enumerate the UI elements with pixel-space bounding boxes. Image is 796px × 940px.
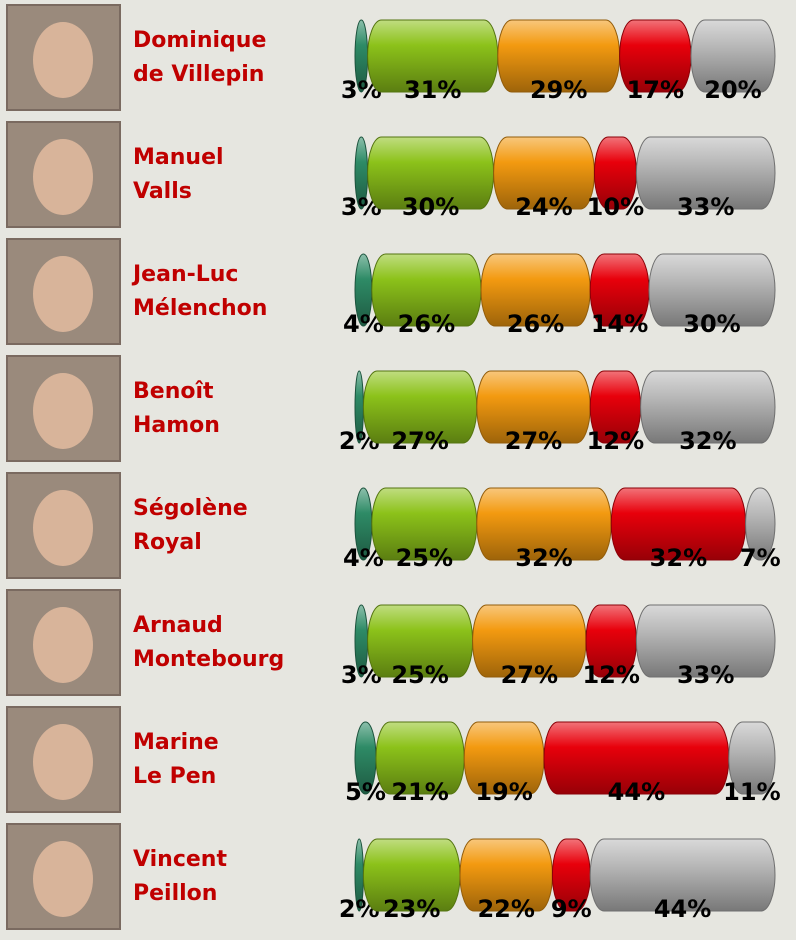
value-label: 9% — [551, 895, 592, 923]
value-label: 44% — [608, 778, 665, 806]
photo-face — [33, 490, 93, 566]
candidate-name: Ségolène — [133, 496, 248, 521]
candidate-name: Mélenchon — [133, 296, 267, 321]
candidate-name: Jean-Luc — [131, 262, 238, 287]
value-label: 26% — [398, 310, 455, 338]
value-label: 29% — [530, 76, 587, 104]
photo-face — [33, 22, 93, 98]
value-label: 26% — [507, 310, 564, 338]
photo-face — [33, 139, 93, 215]
value-label: 27% — [391, 427, 448, 455]
value-label: 32% — [515, 544, 572, 572]
candidate-name: Dominique — [133, 28, 266, 53]
value-label: 19% — [475, 778, 532, 806]
candidate-name: Montebourg — [133, 647, 284, 672]
value-label: 20% — [704, 76, 761, 104]
value-label: 32% — [650, 544, 707, 572]
value-label: 12% — [582, 661, 639, 689]
candidate-name: Valls — [133, 179, 192, 204]
photo-face — [33, 724, 93, 800]
value-label: 22% — [477, 895, 534, 923]
value-label: 30% — [402, 193, 459, 221]
candidate-name: Arnaud — [133, 613, 223, 638]
value-label: 23% — [383, 895, 440, 923]
candidate-name: Peillon — [133, 881, 217, 906]
candidate-name: de Villepin — [133, 62, 264, 87]
value-label: 14% — [591, 310, 648, 338]
candidate-name: Benoît — [133, 379, 214, 404]
photo-face — [33, 841, 93, 917]
value-label: 44% — [654, 895, 711, 923]
value-label: 12% — [587, 427, 644, 455]
chart: Dominiquede Villepin3%31%29%17%20%Manuel… — [0, 0, 796, 940]
candidate-name: Royal — [133, 530, 202, 555]
candidate-name: Hamon — [133, 413, 220, 438]
value-label: 31% — [404, 76, 461, 104]
candidate-name: Manuel — [133, 145, 224, 170]
photo-face — [33, 256, 93, 332]
photo-face — [33, 607, 93, 683]
candidate-name: Vincent — [133, 847, 227, 872]
value-label: 27% — [505, 427, 562, 455]
value-label: 7% — [740, 544, 781, 572]
photo-face — [33, 373, 93, 449]
value-label: 25% — [391, 661, 448, 689]
value-label: 10% — [587, 193, 644, 221]
value-label: 33% — [677, 193, 734, 221]
candidate-name: Le Pen — [133, 764, 216, 789]
value-label: 32% — [679, 427, 736, 455]
value-label: 27% — [501, 661, 558, 689]
value-label: 11% — [723, 778, 780, 806]
value-label: 24% — [515, 193, 572, 221]
value-label: 25% — [396, 544, 453, 572]
value-label: 33% — [677, 661, 734, 689]
value-label: 17% — [627, 76, 684, 104]
candidate-name: Marine — [133, 730, 219, 755]
value-label: 30% — [683, 310, 740, 338]
value-label: 21% — [391, 778, 448, 806]
